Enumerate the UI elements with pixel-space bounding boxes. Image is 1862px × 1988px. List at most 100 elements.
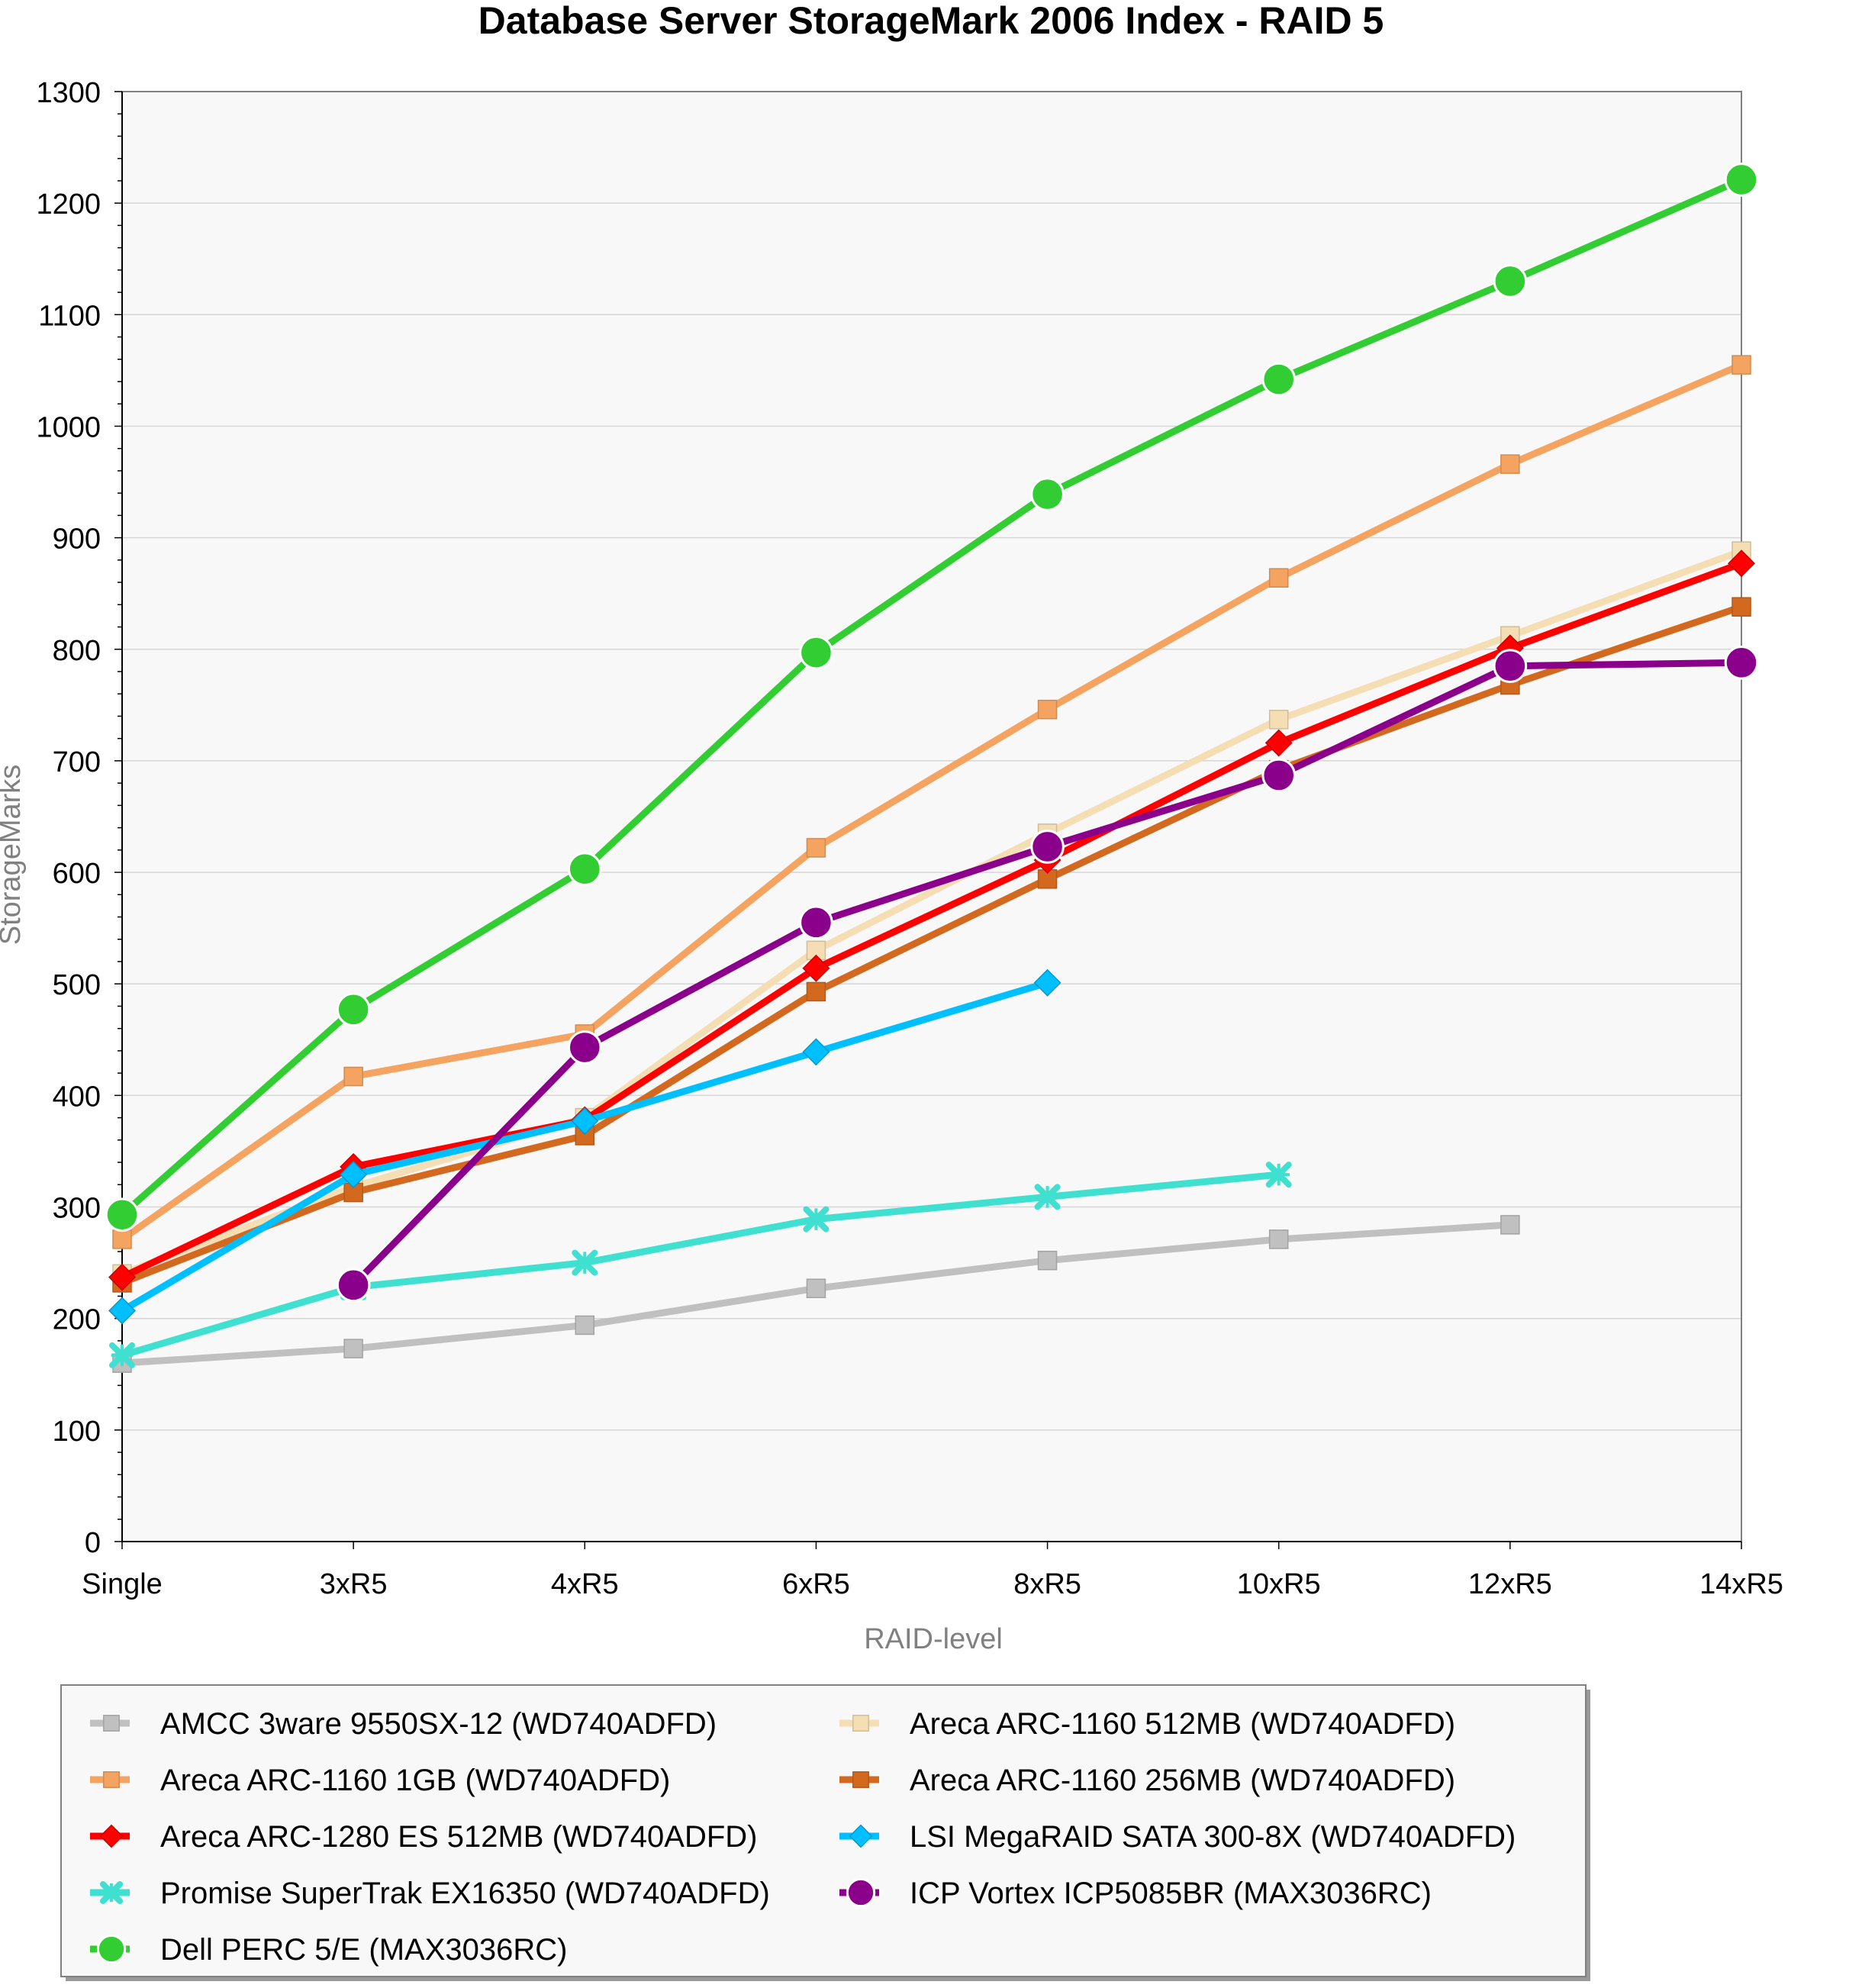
data-point	[1268, 568, 1289, 588]
data-point	[806, 1278, 826, 1298]
data-point	[575, 1126, 595, 1145]
y-tick-label: 1100	[38, 300, 101, 332]
data-point	[1500, 454, 1520, 474]
y-tick-label: 300	[53, 1193, 101, 1225]
x-tick-label: Single	[82, 1568, 163, 1600]
data-point	[343, 1066, 363, 1087]
data-point	[1724, 646, 1759, 680]
data-point	[1265, 1162, 1292, 1188]
series-7	[336, 646, 1759, 1303]
y-tick-label: 1000	[36, 411, 101, 443]
legend-marker	[852, 1771, 869, 1788]
data-point	[340, 1161, 368, 1189]
legend-item: Areca ARC-1160 1GB (WD740ADFD)	[90, 1764, 670, 1797]
data-point	[1034, 1184, 1061, 1210]
data-point	[802, 954, 830, 982]
legend-label: AMCC 3ware 9550SX-12 (WD740ADFD)	[160, 1707, 717, 1741]
y-tick-label: 0	[85, 1527, 101, 1559]
data-point	[108, 1297, 136, 1325]
x-tick-label: 10xR5	[1237, 1568, 1321, 1600]
y-tick-label: 1300	[36, 77, 101, 109]
legend-item: AMCC 3ware 9550SX-12 (WD740ADFD)	[90, 1707, 717, 1741]
legend-item: ICP Vortex ICP5085BR (MAX3036RC)	[839, 1877, 1432, 1910]
legend-marker	[103, 1771, 120, 1788]
series-line	[118, 1171, 1283, 1359]
legend-box	[60, 1684, 1587, 1977]
legend-marker	[99, 1880, 124, 1905]
data-point	[1033, 968, 1061, 997]
legend-label: Areca ARC-1280 ES 512MB (WD740ADFD)	[160, 1820, 758, 1854]
y-tick-label: 900	[53, 524, 101, 556]
legend-label: Dell PERC 5/E (MAX3036RC)	[160, 1933, 568, 1967]
data-point	[1732, 597, 1751, 617]
x-tick-label: 4xR5	[551, 1568, 619, 1600]
legend-label: LSI MegaRAID SATA 300-8X (WD740ADFD)	[910, 1820, 1516, 1854]
data-point	[112, 1229, 132, 1249]
y-tick-label: 600	[53, 858, 101, 890]
data-point	[799, 635, 833, 670]
data-point	[1030, 830, 1065, 864]
x-tick-label: 12xR5	[1468, 1568, 1552, 1600]
legend-item: Promise SuperTrak EX16350 (WD740ADFD)	[90, 1877, 770, 1910]
data-point	[806, 838, 826, 858]
legend-label: Promise SuperTrak EX16350 (WD740ADFD)	[160, 1877, 770, 1910]
y-tick-label: 700	[53, 746, 101, 778]
legend-label: Areca ARC-1160 1GB (WD740ADFD)	[160, 1764, 670, 1797]
legend-marker	[852, 1715, 869, 1732]
data-point	[567, 852, 602, 886]
legend-label: Areca ARC-1160 512MB (WD740ADFD)	[910, 1707, 1455, 1741]
legend-item: Areca ARC-1160 256MB (WD740ADFD)	[839, 1764, 1455, 1797]
series-line	[118, 176, 1745, 1219]
legend-marker	[99, 1824, 124, 1848]
legend-item: LSI MegaRAID SATA 300-8X (WD740ADFD)	[839, 1820, 1516, 1854]
series-line	[118, 361, 1745, 1243]
data-point	[799, 905, 833, 940]
series-line	[118, 603, 1745, 1287]
data-point	[575, 1315, 595, 1336]
data-point	[1493, 264, 1528, 298]
data-point	[1732, 355, 1751, 375]
series-6	[109, 1162, 1292, 1368]
plot-area: 0 100 200 300 400 500 600 700 800 900 1000 1100 1200…	[36, 77, 1783, 1600]
legend-marker	[103, 1715, 120, 1732]
y-tick-label: 800	[53, 635, 101, 667]
series-line	[118, 559, 1745, 1281]
legend: AMCC 3ware 9550SX-12 (WD740ADFD) Areca AR…	[60, 1684, 1590, 1981]
plot-background	[122, 92, 1741, 1542]
data-point	[571, 1107, 599, 1135]
data-point	[109, 1342, 135, 1368]
data-point	[806, 981, 826, 1002]
data-point	[572, 1249, 598, 1276]
series-line	[118, 547, 1745, 1278]
data-point	[105, 1197, 140, 1232]
data-point	[1268, 710, 1289, 730]
data-point	[1724, 163, 1759, 197]
x-tick-label: 3xR5	[320, 1568, 388, 1600]
data-point	[1261, 362, 1297, 397]
y-tick-label: 100	[53, 1416, 101, 1448]
x-axis-label: RAID-level	[864, 1623, 1003, 1655]
data-point	[1500, 1215, 1520, 1235]
legend-marker	[96, 1934, 127, 1964]
x-tick-label: 8xR5	[1013, 1568, 1081, 1600]
data-point	[1030, 477, 1065, 511]
legend-item: Areca ARC-1280 ES 512MB (WD740ADFD)	[90, 1820, 758, 1854]
legend-item: Dell PERC 5/E (MAX3036RC)	[90, 1933, 568, 1967]
data-point	[1268, 1229, 1289, 1249]
data-point	[336, 992, 371, 1027]
data-point	[1728, 549, 1755, 578]
data-point	[1493, 649, 1528, 683]
series-3	[112, 597, 1751, 1293]
legend-item: Areca ARC-1160 512MB (WD740ADFD)	[839, 1707, 1455, 1741]
data-point	[567, 1030, 602, 1065]
x-tick-label: 14xR5	[1699, 1568, 1783, 1600]
data-point	[336, 1268, 371, 1303]
y-tick-label: 400	[53, 1081, 101, 1113]
data-point	[1037, 1250, 1058, 1271]
data-point	[108, 1263, 136, 1291]
chart-title: Database Server StorageMark 2006 Index -…	[478, 0, 1384, 42]
series-8	[105, 163, 1759, 1232]
legend-marker	[849, 1824, 873, 1848]
series-5	[108, 968, 1061, 1325]
